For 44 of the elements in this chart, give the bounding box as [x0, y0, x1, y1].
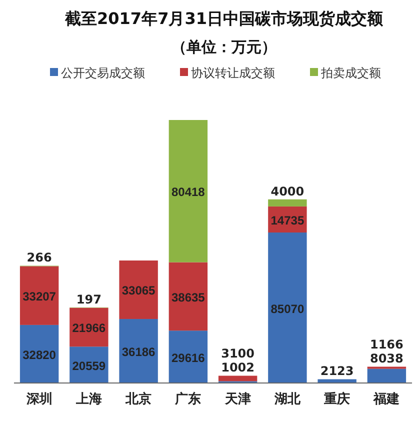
- data-label: 14735: [270, 213, 304, 228]
- legend-label: 协议转让成交额: [191, 66, 275, 80]
- data-label: 38635: [172, 290, 206, 304]
- data-label: 29616: [172, 350, 206, 365]
- data-label: 32820: [22, 348, 56, 362]
- data-label: 8038: [370, 352, 404, 366]
- bar: [168, 120, 208, 262]
- data-label: 1166: [370, 338, 404, 352]
- x-tick-label: 重庆: [323, 391, 350, 407]
- bar: [367, 368, 406, 383]
- bar: [119, 260, 158, 319]
- x-tick-label: 广东: [174, 391, 202, 407]
- x-tick-label: 上海: [74, 392, 102, 407]
- x-tick-label: 北京: [124, 391, 152, 407]
- bar: [168, 262, 208, 331]
- data-label: 80418: [172, 185, 206, 200]
- x-tick-label: 天津: [224, 392, 251, 407]
- data-label: 21966: [72, 321, 106, 336]
- x-tick-label: 深圳: [25, 392, 52, 407]
- data-label: 33207: [22, 290, 56, 304]
- data-label: 266: [26, 250, 52, 265]
- data-label: 33065: [122, 284, 156, 298]
- bar: [268, 232, 307, 383]
- bar: [318, 379, 356, 383]
- bar: [20, 324, 59, 383]
- x-tick-label: 福建: [372, 391, 400, 407]
- chart-title: 截至2017年7月31日中国碳市场现货成交额: [64, 9, 384, 28]
- data-label: 20559: [72, 358, 106, 373]
- bar: [119, 318, 158, 383]
- data-label: 3100: [221, 346, 255, 361]
- data-label: 4000: [270, 184, 304, 198]
- legend-label: 拍卖成交额: [320, 66, 381, 80]
- bar: [268, 199, 307, 206]
- bar: [20, 266, 59, 325]
- legend-label: 公开交易成交额: [61, 66, 145, 80]
- x-tick-label: 湖北: [273, 392, 302, 407]
- data-label: 85070: [270, 302, 304, 316]
- bar: [218, 376, 258, 382]
- data-label: 1002: [221, 360, 255, 375]
- bar: [168, 330, 208, 383]
- data-label: 36186: [122, 344, 156, 359]
- data-label: 2123: [320, 364, 354, 378]
- chart-subtitle: （单位：万元）: [172, 38, 276, 56]
- data-label: 197: [76, 292, 102, 306]
